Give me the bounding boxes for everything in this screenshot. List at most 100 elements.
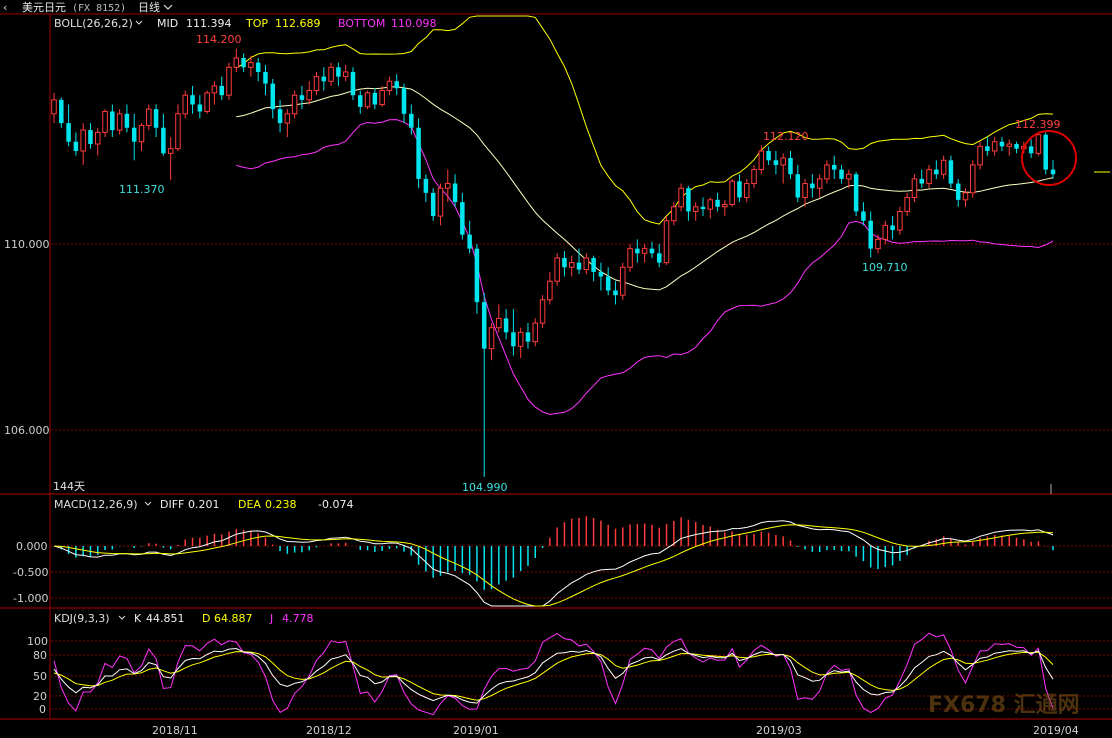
candle-62 xyxy=(503,309,509,340)
candle-body xyxy=(977,145,983,166)
kdj-d-line xyxy=(53,651,1054,701)
candle-42 xyxy=(358,90,363,114)
candle-body xyxy=(248,62,254,68)
candle-18 xyxy=(182,90,189,119)
candle-body xyxy=(583,257,590,271)
candle-body xyxy=(161,127,166,154)
candle-body xyxy=(88,130,93,145)
candle-body xyxy=(423,178,429,193)
macd-tick-neg05: -0.500 xyxy=(13,566,48,579)
candle-46 xyxy=(386,76,393,96)
candle-110 xyxy=(853,171,859,217)
macd-histogram xyxy=(60,516,1054,590)
candle-102 xyxy=(795,164,801,203)
candle-body xyxy=(882,224,889,240)
candle-body xyxy=(766,151,771,161)
candle-55 xyxy=(452,174,458,207)
candle-body xyxy=(460,202,465,235)
kdj-label[interactable]: KDJ(9,3,3) xyxy=(54,612,110,625)
candle-body xyxy=(758,150,765,171)
boll-label[interactable]: BOLL(26,26,2) xyxy=(54,17,133,30)
period-selector[interactable]: 日线 xyxy=(138,0,160,14)
macd-tick-0: 0.000 xyxy=(16,540,48,553)
candle-body xyxy=(635,248,640,254)
candle-body xyxy=(379,90,385,106)
kdj-j-line xyxy=(53,632,1054,716)
macd-diff-line xyxy=(53,520,1054,607)
candle-body xyxy=(591,257,596,272)
candle-53 xyxy=(437,183,444,226)
candle-body xyxy=(985,146,990,151)
candle-43 xyxy=(364,90,371,110)
candle-122 xyxy=(940,155,947,179)
candle-128 xyxy=(985,137,990,156)
back-icon[interactable]: ‹ xyxy=(3,1,7,14)
candle-23 xyxy=(219,76,224,100)
candle-130 xyxy=(999,137,1005,151)
candle-44 xyxy=(372,88,378,110)
candle-21 xyxy=(204,90,210,114)
candle-121 xyxy=(934,160,939,179)
candle-135 xyxy=(1035,132,1042,156)
candle-19 xyxy=(190,85,195,114)
date-label-2019-04: 2019/04 xyxy=(1033,724,1079,737)
kdj-k-value: 44.851 xyxy=(146,612,185,625)
candle-79 xyxy=(627,244,633,272)
macd-dea-line xyxy=(53,524,1054,607)
candle-17 xyxy=(175,104,181,151)
candle-95 xyxy=(743,178,750,203)
candle-body xyxy=(1035,134,1042,154)
candle-body xyxy=(511,332,516,347)
candle-body xyxy=(911,178,918,198)
candle-63 xyxy=(511,309,516,356)
candle-body xyxy=(358,95,363,107)
candle-body xyxy=(306,90,312,101)
candle-body xyxy=(613,290,618,296)
candle-body xyxy=(80,129,86,152)
candle-29 xyxy=(263,64,268,96)
candle-body xyxy=(503,318,509,333)
candle-body xyxy=(598,271,604,277)
kdj-tick-50: 50 xyxy=(33,670,47,683)
candle-body xyxy=(656,253,662,263)
candle-69 xyxy=(554,253,560,286)
candle-body xyxy=(539,299,546,324)
kdj-tick-80: 80 xyxy=(33,649,47,662)
candle-body xyxy=(700,206,706,210)
candle-124 xyxy=(955,178,961,207)
boll-bottom-line xyxy=(236,119,1054,416)
candle-112 xyxy=(868,211,873,258)
candle-54 xyxy=(445,169,451,203)
candle-body xyxy=(175,113,181,150)
macd-label[interactable]: MACD(12,26,9) xyxy=(54,498,138,511)
candle-body xyxy=(263,71,268,84)
candle-body xyxy=(715,199,720,207)
chevron-down-icon[interactable] xyxy=(163,4,173,10)
title-bar: ‹ 美元日元 (FX 8152) 日线 xyxy=(0,0,1112,14)
candle-body xyxy=(1050,169,1056,175)
candle-body xyxy=(204,92,210,112)
candle-72 xyxy=(576,248,582,275)
candle-body xyxy=(868,220,873,249)
chevron-down-icon[interactable] xyxy=(118,615,126,620)
candle-51 xyxy=(423,174,429,203)
candle-body xyxy=(751,169,757,185)
candle-body xyxy=(875,238,881,250)
candle-body xyxy=(780,157,786,166)
candle-104 xyxy=(810,174,815,198)
price-tick-110: 110.000 xyxy=(4,238,50,251)
candle-61 xyxy=(496,304,502,333)
chevron-down-icon[interactable] xyxy=(144,501,152,506)
candle-body xyxy=(270,83,276,110)
candle-36 xyxy=(313,71,320,96)
candle-65 xyxy=(525,323,531,349)
candle-37 xyxy=(321,67,327,91)
candle-body xyxy=(336,67,341,77)
kdj-k-label: K xyxy=(134,612,142,625)
annotation-low-104990: 104.990 xyxy=(462,481,508,494)
chevron-down-icon[interactable] xyxy=(135,20,143,25)
candle-3 xyxy=(73,132,79,156)
candle-75 xyxy=(598,262,604,291)
kdj-k-line xyxy=(53,647,1054,704)
